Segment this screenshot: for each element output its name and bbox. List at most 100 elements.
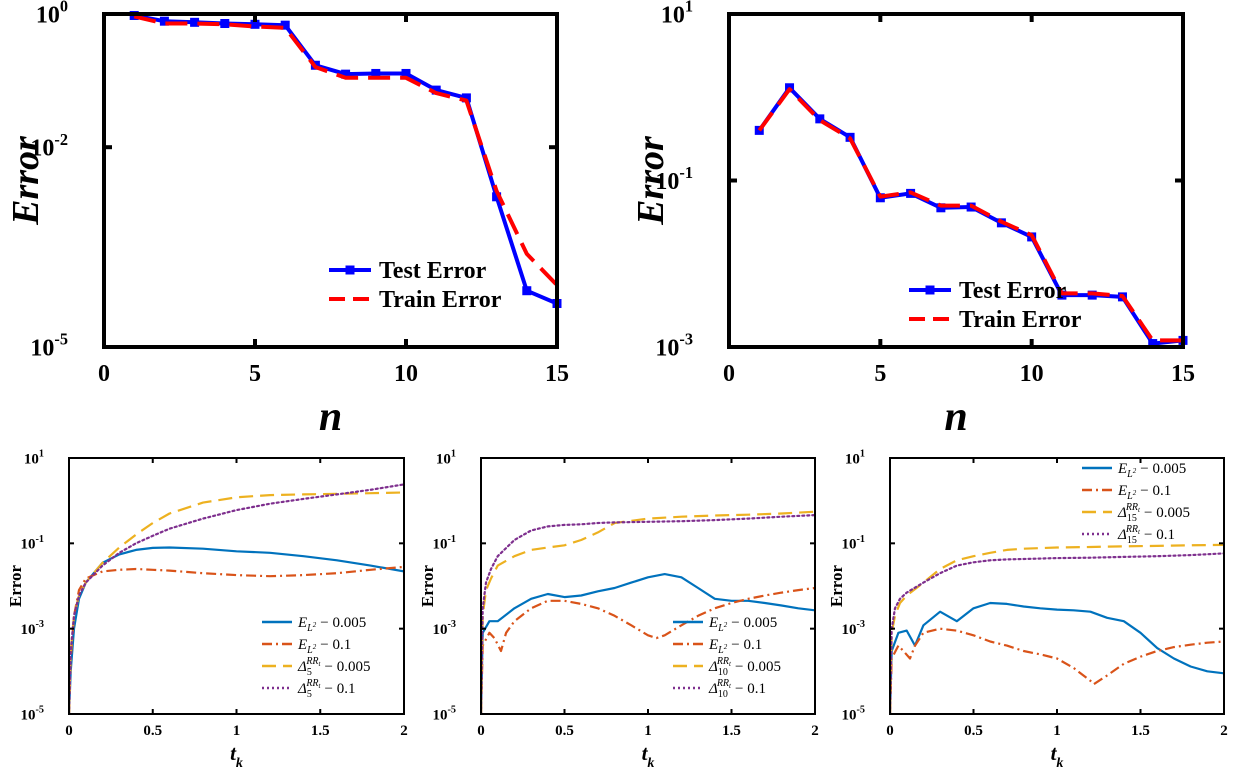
axes-box (889, 457, 1225, 715)
legend-math-sup: RR (305, 656, 318, 667)
series-point-1-10 (401, 68, 411, 78)
x-tick-label: 0.5 (964, 723, 983, 739)
legend-math-supsub: t (729, 682, 732, 690)
legend-math-sup: RR (716, 656, 729, 667)
legend-math-suffix: − 0.005 (1144, 505, 1190, 521)
y-tick-exponent: -2 (54, 130, 68, 149)
y-tick-label: 10-5 (842, 705, 866, 724)
legend-math-suffix: − 0.1 (735, 681, 766, 697)
legend-math-base: E (297, 615, 307, 631)
y-tick-exponent: 1 (39, 449, 44, 460)
series-line-1 (133, 14, 557, 306)
legend-math-base: Δ (297, 681, 307, 697)
x-label-base: t (1051, 741, 1058, 765)
legend-label-2: EL2− 0.1 (297, 637, 351, 656)
axes-box (68, 457, 405, 715)
legend-math-sup: RR (305, 678, 318, 689)
x-axis-label: tk (1051, 741, 1064, 771)
legend-math-sub: L (306, 623, 313, 634)
series-line-4 (890, 552, 1224, 714)
series-line-2 (890, 627, 1224, 714)
legend-math-suffix: − 0.005 (735, 659, 781, 675)
y-tick-base: 10 (655, 335, 679, 361)
x-tick-label: 2 (1220, 723, 1228, 739)
y-axis-label: Error (630, 135, 672, 226)
legend-label-1: EL2− 0.005 (1117, 461, 1186, 480)
y-tick-exponent: -1 (679, 163, 693, 182)
axes-box (480, 457, 816, 715)
series-line-1 (69, 546, 404, 714)
y-tick-label: 10-3 (21, 619, 45, 638)
y-tick-base: 10 (655, 169, 679, 195)
x-label-base: t (642, 741, 649, 765)
legend-label-1: EL2− 0.005 (297, 615, 366, 634)
legend-label-4: Δ5RRt − 0.1 (297, 678, 355, 700)
legend-math-supsub: t (319, 660, 322, 668)
x-tick-label: 1 (1053, 723, 1061, 739)
legend-math-suffix: − 0.005 (1140, 461, 1186, 477)
legend-math-sub: L (1126, 469, 1133, 480)
legend-math-suffix: − 0.1 (1144, 527, 1175, 543)
series-line-1 (481, 572, 815, 714)
legend-label-4: Δ15RRt − 0.1 (1117, 524, 1175, 546)
x-tick-label: 2 (400, 723, 408, 739)
y-axis-label: Error (5, 135, 47, 226)
series-line-3 (481, 510, 815, 714)
y-tick-label: 10-1 (21, 534, 45, 553)
legend-label-2: Train Error (379, 287, 502, 313)
x-tick-label: 0 (886, 723, 894, 739)
series-point-1-12 (461, 93, 471, 103)
y-tick-base: 10 (21, 707, 36, 723)
y-tick-base: 10 (433, 537, 448, 553)
y-tick-base: 10 (21, 622, 36, 638)
series-line-4 (69, 483, 404, 714)
y-axis-label: Error (418, 564, 437, 607)
legend-math-base: E (1117, 461, 1127, 477)
legend-math-sub: 15 (1127, 535, 1137, 546)
y-tick-label: 101 (24, 449, 44, 468)
y-tick-label: 10-5 (433, 705, 457, 724)
legend-label-1: EL2− 0.005 (708, 615, 777, 634)
series-line-3 (890, 543, 1224, 714)
y-tick-exponent: 0 (60, 0, 68, 16)
legend-math-suffix: − 0.1 (320, 637, 351, 653)
legend-math-sub: L (1126, 491, 1133, 502)
legend-math-base: E (708, 615, 718, 631)
y-tick-base: 10 (842, 537, 857, 553)
legend-math-suffix: − 0.1 (324, 681, 355, 697)
y-tick-label: 101 (845, 449, 865, 468)
series-point-1-9 (371, 68, 381, 78)
legend-math-sub: 10 (718, 667, 728, 678)
legend-math-sup: RR (1125, 524, 1138, 535)
legend-math-supsub: 2 (313, 643, 317, 651)
y-tick-base: 10 (436, 451, 451, 467)
x-axis-label: n (944, 394, 967, 440)
series-point-1-4 (220, 19, 230, 29)
x-tick-label: 1.5 (722, 723, 741, 739)
y-tick-base: 10 (661, 2, 685, 28)
legend-math-base: Δ (708, 659, 718, 675)
series-point-1-14 (1148, 339, 1158, 349)
legend-label-2: EL2− 0.1 (708, 637, 762, 656)
y-tick-base: 10 (842, 707, 857, 723)
legend-label-3: Δ10RRt − 0.005 (708, 656, 781, 678)
legend-label-2: EL2− 0.1 (1117, 483, 1171, 502)
y-tick-exponent: -5 (54, 330, 68, 349)
y-tick-label: 10-3 (842, 619, 866, 638)
legend-math-base: Δ (708, 681, 718, 697)
legend-math-sub: 10 (718, 689, 728, 700)
legend-math-base: Δ (1117, 527, 1127, 543)
x-tick-label: 0 (98, 361, 110, 387)
y-tick-label: 10-1 (655, 163, 693, 195)
x-tick-label: 15 (1171, 361, 1195, 387)
series-line-1 (757, 85, 1183, 346)
legend-math-supsub: 2 (1133, 489, 1137, 497)
x-tick-label: 5 (249, 361, 261, 387)
legend-math-sub: 5 (307, 667, 312, 678)
y-tick-exponent: -1 (448, 534, 457, 545)
x-axis-label: tk (642, 741, 655, 771)
